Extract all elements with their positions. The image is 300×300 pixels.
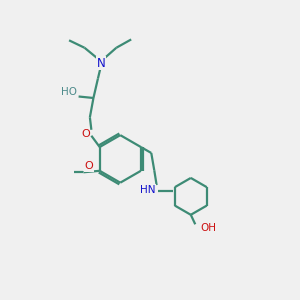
Text: HN: HN	[140, 184, 155, 194]
Text: N: N	[97, 57, 105, 70]
Text: OH: OH	[201, 223, 217, 233]
Text: HO: HO	[61, 87, 77, 97]
Text: O: O	[85, 161, 93, 171]
Text: O: O	[81, 129, 90, 139]
